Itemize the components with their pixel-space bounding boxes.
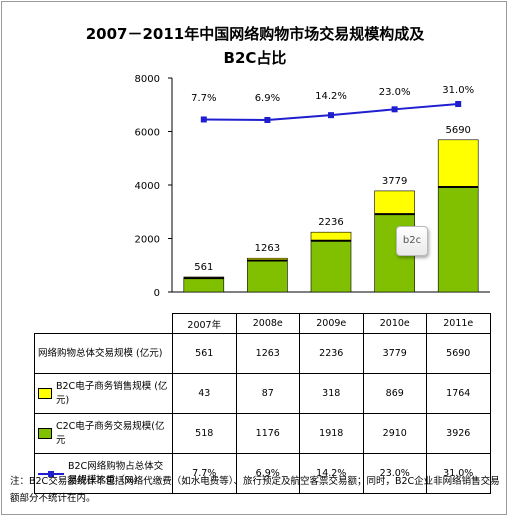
table-cell: 1176 <box>235 413 300 454</box>
x-category-label: 2011e <box>426 313 491 334</box>
table-cell: 3926 <box>426 413 491 454</box>
table-cell: 7.7% <box>172 453 237 494</box>
x-category-label: 2010e <box>362 313 427 334</box>
y-tick-label: 6000 <box>135 128 160 139</box>
table-row: B2C电子商务销售规模 (亿元) 43 87 318 869 1764 <box>34 373 491 414</box>
share-label: 6.9% <box>255 93 280 104</box>
x-category-label: 2009e <box>299 313 364 334</box>
row-label-text: B2C网络购物占总体交易规模比重（%） <box>68 460 164 486</box>
bar-c2c <box>437 186 479 293</box>
legend-c2c-swatch <box>38 428 52 439</box>
share-label: 14.2% <box>315 91 347 102</box>
row-label: 网络购物总体交易规模 (亿元) <box>34 333 173 374</box>
y-tick-label: 0 <box>154 288 160 299</box>
bar-total-label: 5690 <box>445 125 470 136</box>
x-category-label: 2008e <box>235 313 300 334</box>
share-marker <box>264 117 271 123</box>
y-tick-label: 8000 <box>135 74 160 85</box>
bar-c2c <box>247 260 288 293</box>
table-cell: 2910 <box>362 413 427 454</box>
table-cell: 3779 <box>362 333 427 374</box>
bar-total-label: 2236 <box>318 217 343 228</box>
bar-b2c <box>310 231 352 241</box>
bar-total-label: 561 <box>194 262 213 273</box>
table-cell: 1263 <box>235 333 300 374</box>
table-cell: 318 <box>299 373 364 414</box>
table-cell: 87 <box>235 373 300 414</box>
row-label-text: C2C电子商务交易规模(亿元 <box>56 420 165 446</box>
footnote: 注：B2C交易额统计不包括网络代缴费（如水电费等）、旅行预定及航空客票交易额；同… <box>10 476 500 504</box>
table-cell: 23.0% <box>362 453 427 494</box>
table-cell: 6.9% <box>235 453 300 494</box>
data-table: 2007年 2008e 2009e 2010e 2011e 网络购物总体交易规模 (亿元)… <box>34 313 491 494</box>
y-tick-label: 2000 <box>135 235 160 246</box>
share-label: 23.0% <box>379 87 411 98</box>
legend-share-line <box>38 469 64 479</box>
bar-c2c <box>310 240 352 293</box>
share-marker <box>455 101 462 107</box>
table-header-row: 2007年 2008e 2009e 2010e 2011e <box>34 313 491 334</box>
share-marker <box>328 112 334 119</box>
bar-c2c <box>183 277 225 293</box>
b2c-callout: b2c <box>396 226 428 256</box>
row-label: C2C电子商务交易规模(亿元 <box>34 413 173 454</box>
table-cell: 43 <box>172 373 237 414</box>
table-cell: 31.0% <box>426 453 491 494</box>
row-label-text: B2C电子商务销售规模 (亿元) <box>56 380 168 406</box>
table-cell: 869 <box>362 373 427 414</box>
row-label: B2C网络购物占总体交易规模比重（%） <box>34 453 173 494</box>
chart-title-line2: B2C占比 <box>223 49 287 67</box>
bar-total-label: 3779 <box>382 176 407 187</box>
bar-b2c <box>374 190 415 215</box>
x-category-label: 2007年 <box>172 313 237 334</box>
share-label: 31.0% <box>442 85 474 96</box>
row-label: B2C电子商务销售规模 (亿元) <box>34 373 173 414</box>
share-marker <box>391 106 398 113</box>
bar-b2c <box>437 139 479 188</box>
legend-b2c-swatch <box>38 388 52 399</box>
chart-title-line1: 2007－2011年中国网络购物市场交易规模构成及 <box>85 25 425 43</box>
table-cell: 1764 <box>426 373 491 414</box>
table-cell: 1918 <box>299 413 364 454</box>
table-cell: 561 <box>172 333 237 374</box>
table-row: 网络购物总体交易规模 (亿元) 561 1263 2236 3779 5690 <box>34 333 491 374</box>
chart-plot: 0 2000 4000 6000 8000 561 1263 2236 3779 5690 7.7%… <box>135 74 490 299</box>
table-corner <box>34 313 173 334</box>
table-cell: 2236 <box>299 333 364 374</box>
table-row: B2C网络购物占总体交易规模比重（%） 7.7% 6.9% 14.2% 23.0% 31.… <box>34 453 491 494</box>
share-marker <box>200 116 207 123</box>
share-label: 7.7% <box>191 93 216 104</box>
row-label-text: 网络购物总体交易规模 (亿元) <box>38 347 163 359</box>
table-cell: 5690 <box>426 333 491 374</box>
table-row: C2C电子商务交易规模(亿元 518 1176 1918 2910 3926 <box>34 413 491 454</box>
y-tick-label: 4000 <box>135 181 160 192</box>
table-cell: 518 <box>172 413 237 454</box>
bar-total-label: 1263 <box>255 243 280 254</box>
